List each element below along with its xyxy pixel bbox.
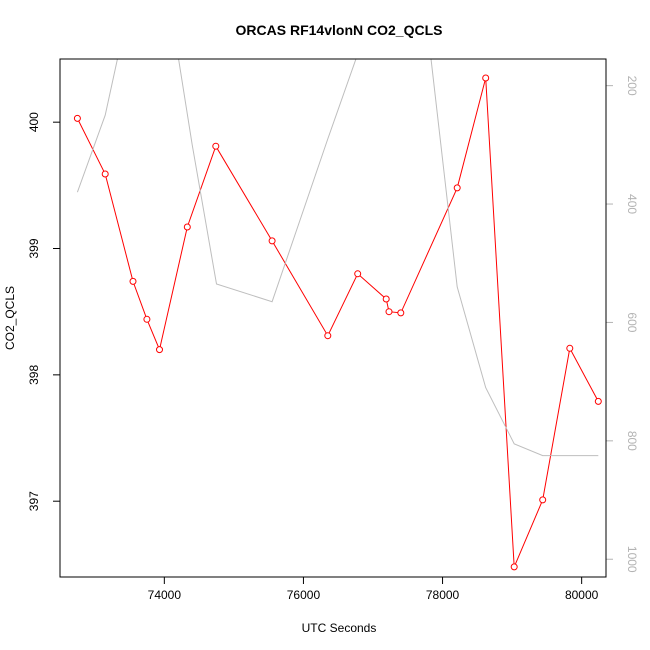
y-tick-label: 399 (27, 238, 41, 258)
y-axis-left: 397 398 399 400 (27, 112, 60, 511)
data-point (510, 563, 518, 571)
data-point (385, 308, 393, 316)
plot-frame (59, 58, 607, 578)
y-tick-label: 400 (27, 112, 41, 132)
y2-tick-label: 400 (625, 194, 639, 214)
x-tick-label: 80000 (565, 588, 599, 602)
x-tick-label: 74000 (148, 588, 182, 602)
data-point (566, 344, 574, 352)
x-tick-label: 78000 (426, 588, 460, 602)
x-axis-label: UTC Seconds (302, 621, 377, 635)
plot-area (73, 59, 602, 571)
data-point (539, 496, 547, 504)
data-point (73, 114, 81, 122)
x-tick-label: 76000 (287, 588, 321, 602)
data-point (129, 277, 137, 285)
data-point (156, 346, 163, 354)
y-axis-right: 200 400 600 800 1000 (605, 76, 639, 573)
data-point (143, 315, 151, 323)
y-tick-label: 397 (27, 491, 41, 511)
data-point (324, 332, 332, 340)
data-point (268, 237, 276, 245)
data-point (482, 74, 490, 82)
primary-series-line (76, 77, 599, 568)
data-point (212, 142, 220, 150)
y2-tick-label: 1000 (625, 546, 639, 573)
y-tick-label: 398 (27, 365, 41, 385)
y2-tick-label: 800 (625, 431, 639, 451)
data-point (101, 170, 109, 178)
data-point (354, 270, 362, 278)
data-point (382, 295, 390, 303)
data-point (453, 184, 461, 192)
y-axis-label: CO2_QCLS (3, 286, 17, 350)
y2-tick-label: 600 (625, 312, 639, 332)
data-point (183, 223, 191, 231)
y2-tick-label: 200 (625, 76, 639, 96)
data-point (397, 309, 405, 317)
chart-title: ORCAS RF14vlonN CO2_QCLS (236, 22, 443, 38)
x-axis: 74000 76000 78000 80000 (148, 577, 599, 602)
data-point (594, 397, 602, 405)
secondary-series-line (76, 59, 599, 457)
